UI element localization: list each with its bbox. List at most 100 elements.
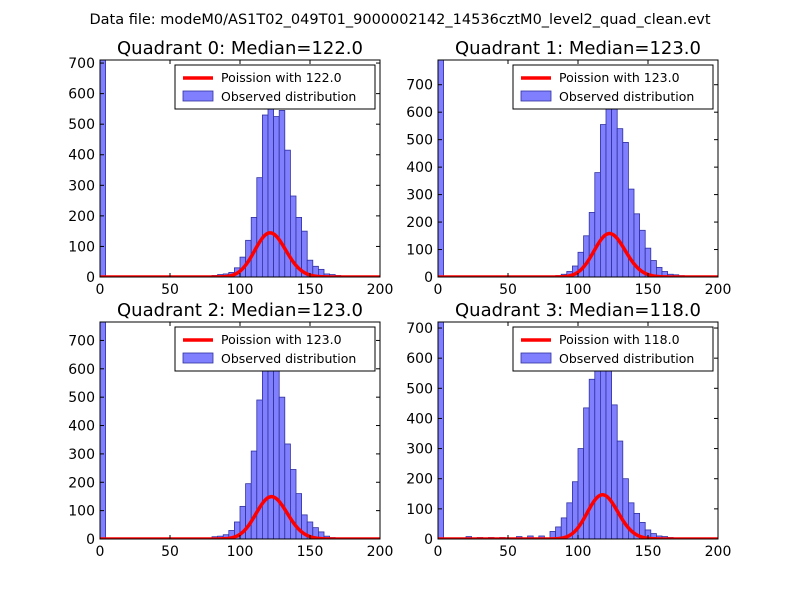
y-tick-label: 600 bbox=[68, 362, 95, 378]
y-tick-label: 400 bbox=[68, 148, 95, 164]
y-tick-label: 100 bbox=[68, 504, 95, 520]
histogram-bar bbox=[616, 128, 624, 277]
y-tick-label: 500 bbox=[68, 390, 95, 406]
x-tick-label: 50 bbox=[499, 282, 517, 298]
x-tick-label: 0 bbox=[96, 282, 105, 298]
histogram-bar bbox=[267, 344, 274, 539]
poisson-curve-group bbox=[100, 231, 380, 277]
panel-3: Quadrant 3: Median=118.0 0 50 100 150 200 0 100… bbox=[406, 300, 731, 560]
y-tick-label: 0 bbox=[424, 532, 433, 548]
y-tick-label: 200 bbox=[68, 475, 95, 491]
legend: Poission with 122.0 Observed distribution bbox=[174, 64, 376, 110]
panel-0: Quadrant 0: Median=122.0 0 50 100 150 200 0 100… bbox=[68, 38, 393, 298]
panel-title: Quadrant 2: Median=123.0 bbox=[117, 300, 363, 321]
histogram-bar bbox=[611, 404, 618, 539]
x-tick-label: 50 bbox=[161, 544, 179, 560]
panels-container: Quadrant 0: Median=122.0 0 50 100 150 200 0 100… bbox=[68, 38, 731, 560]
y-tick-label: 600 bbox=[68, 87, 95, 103]
histogram-bar bbox=[588, 378, 596, 539]
x-tick-label: 150 bbox=[297, 544, 324, 560]
x-tick-label: 200 bbox=[705, 544, 732, 560]
y-tick-label: 500 bbox=[406, 133, 433, 149]
histogram-bar bbox=[605, 95, 612, 277]
histogram-bar bbox=[289, 469, 297, 539]
x-tick-label: 100 bbox=[565, 282, 592, 298]
figure-title: Data file: modeM0/AS1T02_049T01_90000021… bbox=[89, 12, 710, 28]
x-tick-label: 50 bbox=[161, 282, 179, 298]
y-tick-label: 300 bbox=[68, 447, 95, 463]
histogram-bar bbox=[594, 360, 601, 539]
x-tick-label: 150 bbox=[297, 282, 324, 298]
legend: Poission with 123.0 Observed distribution bbox=[512, 64, 714, 110]
histogram-bar bbox=[267, 100, 274, 277]
legend-bar-label: Observed distribution bbox=[559, 89, 694, 104]
histogram-bar bbox=[261, 114, 269, 277]
histogram-bar bbox=[273, 369, 280, 539]
legend-box bbox=[174, 326, 376, 372]
histogram-bar bbox=[594, 172, 601, 277]
x-tick-label: 150 bbox=[635, 544, 662, 560]
y-tick-label: 200 bbox=[406, 472, 433, 488]
histogram-bar bbox=[438, 60, 444, 277]
y-tick-label: 200 bbox=[406, 215, 433, 231]
y-tick-label: 400 bbox=[68, 419, 95, 435]
y-tick-label: 700 bbox=[406, 321, 433, 337]
histogram-bar bbox=[622, 478, 629, 539]
panel-title: Quadrant 3: Median=118.0 bbox=[455, 300, 701, 321]
y-tick-label: 700 bbox=[68, 56, 95, 72]
panel-title: Quadrant 1: Median=123.0 bbox=[455, 38, 701, 59]
y-tick-label: 100 bbox=[406, 502, 433, 518]
histogram-bar bbox=[438, 322, 444, 539]
histogram-bar bbox=[100, 322, 106, 539]
x-tick-label: 100 bbox=[565, 544, 592, 560]
histogram-bar bbox=[588, 212, 596, 277]
x-tick-label: 200 bbox=[705, 282, 732, 298]
y-tick-label: 300 bbox=[406, 188, 433, 204]
bars-group bbox=[100, 322, 358, 539]
legend: Poission with 118.0 Observed distribution bbox=[512, 326, 714, 372]
x-tick-label: 200 bbox=[367, 544, 394, 560]
x-tick-label: 150 bbox=[635, 282, 662, 298]
y-tick-label: 300 bbox=[406, 442, 433, 458]
histogram-bar bbox=[256, 177, 263, 277]
histogram-bar bbox=[261, 357, 269, 539]
x-tick-label: 0 bbox=[434, 544, 443, 560]
histogram-bar bbox=[605, 351, 612, 539]
y-tick-label: 0 bbox=[86, 532, 95, 548]
legend-box bbox=[174, 64, 376, 110]
y-tick-label: 700 bbox=[406, 78, 433, 94]
legend-bar-swatch bbox=[520, 352, 552, 364]
y-tick-label: 500 bbox=[68, 117, 95, 133]
x-tick-label: 0 bbox=[434, 282, 443, 298]
legend-bar-swatch bbox=[520, 90, 552, 102]
legend-bar-label: Observed distribution bbox=[559, 351, 694, 366]
x-tick-label: 100 bbox=[227, 282, 254, 298]
legend-box bbox=[512, 326, 714, 372]
x-tick-label: 200 bbox=[367, 282, 394, 298]
legend-line-label: Poission with 123.0 bbox=[221, 332, 342, 347]
legend-line-label: Poission with 122.0 bbox=[221, 70, 342, 85]
y-tick-label: 200 bbox=[68, 209, 95, 225]
legend-bar-swatch bbox=[182, 90, 214, 102]
legend-line-label: Poission with 123.0 bbox=[559, 70, 680, 85]
y-tick-label: 700 bbox=[68, 333, 95, 349]
histogram-bar bbox=[317, 268, 325, 277]
panel-1: Quadrant 1: Median=123.0 0 50 100 150 200 0 100… bbox=[406, 38, 731, 298]
x-tick-label: 100 bbox=[227, 544, 254, 560]
y-tick-label: 600 bbox=[406, 351, 433, 367]
y-tick-label: 400 bbox=[406, 160, 433, 176]
x-tick-label: 0 bbox=[96, 544, 105, 560]
poisson-curve bbox=[100, 231, 380, 277]
histogram-bar bbox=[611, 88, 618, 277]
histogram-bar bbox=[600, 124, 607, 277]
y-tick-label: 400 bbox=[406, 411, 433, 427]
histogram-bar bbox=[273, 116, 280, 277]
y-tick-label: 300 bbox=[68, 178, 95, 194]
panel-2: Quadrant 2: Median=123.0 0 50 100 150 200 0 100… bbox=[68, 300, 393, 560]
legend-bar-label: Observed distribution bbox=[221, 89, 356, 104]
histogram-bar bbox=[256, 399, 263, 539]
histogram-bar bbox=[100, 60, 106, 277]
legend: Poission with 123.0 Observed distribution bbox=[174, 326, 376, 372]
y-tick-label: 500 bbox=[406, 381, 433, 397]
y-tick-label: 100 bbox=[68, 239, 95, 255]
